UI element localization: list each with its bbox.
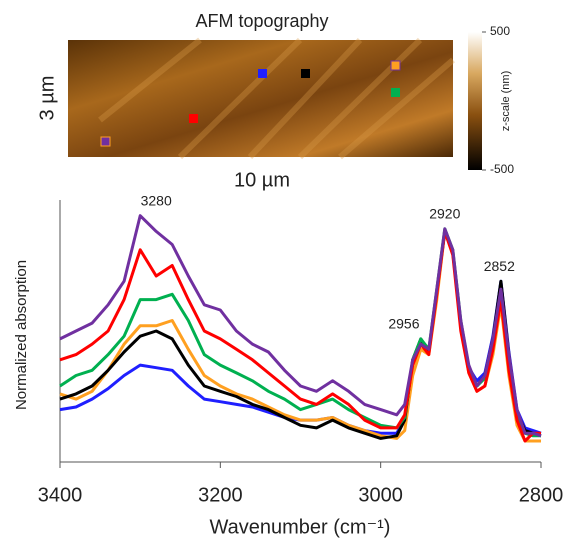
marker xyxy=(258,69,267,78)
y-axis-label: Normalized absorption xyxy=(13,260,30,410)
x-tick-label: 3200 xyxy=(198,484,243,506)
spectrum-line xyxy=(59,214,542,438)
afm-title: AFM topography xyxy=(195,11,328,31)
marker xyxy=(301,69,310,78)
peak-label: 3280 xyxy=(141,192,172,208)
afm-streaks xyxy=(98,37,455,160)
peak-label: 2852 xyxy=(484,258,515,274)
colorbar-label: z-scale (nm) xyxy=(500,71,512,132)
afm-y-label: 3 µm xyxy=(36,76,58,121)
marker xyxy=(100,136,111,147)
spectrum-line xyxy=(59,227,541,438)
colorbar-tick-label: -500 xyxy=(490,162,514,176)
marker xyxy=(391,88,400,97)
marker xyxy=(189,114,198,123)
spectrum-line xyxy=(59,229,541,443)
peak-label: 2920 xyxy=(429,206,460,222)
x-axis-label: Wavenumber (cm⁻¹) xyxy=(210,516,391,538)
colorbar-tick-label: 500 xyxy=(490,24,510,38)
marker xyxy=(390,60,401,71)
x-tick-label: 3000 xyxy=(358,484,403,506)
peak-label: 2956 xyxy=(388,316,419,332)
x-tick-label: 2800 xyxy=(519,484,564,506)
spectrum-line xyxy=(59,229,542,435)
afm-x-label: 10 µm xyxy=(234,169,290,191)
x-tick-label: 3400 xyxy=(38,484,83,506)
afm-image xyxy=(68,40,453,157)
colorbar xyxy=(468,32,482,170)
